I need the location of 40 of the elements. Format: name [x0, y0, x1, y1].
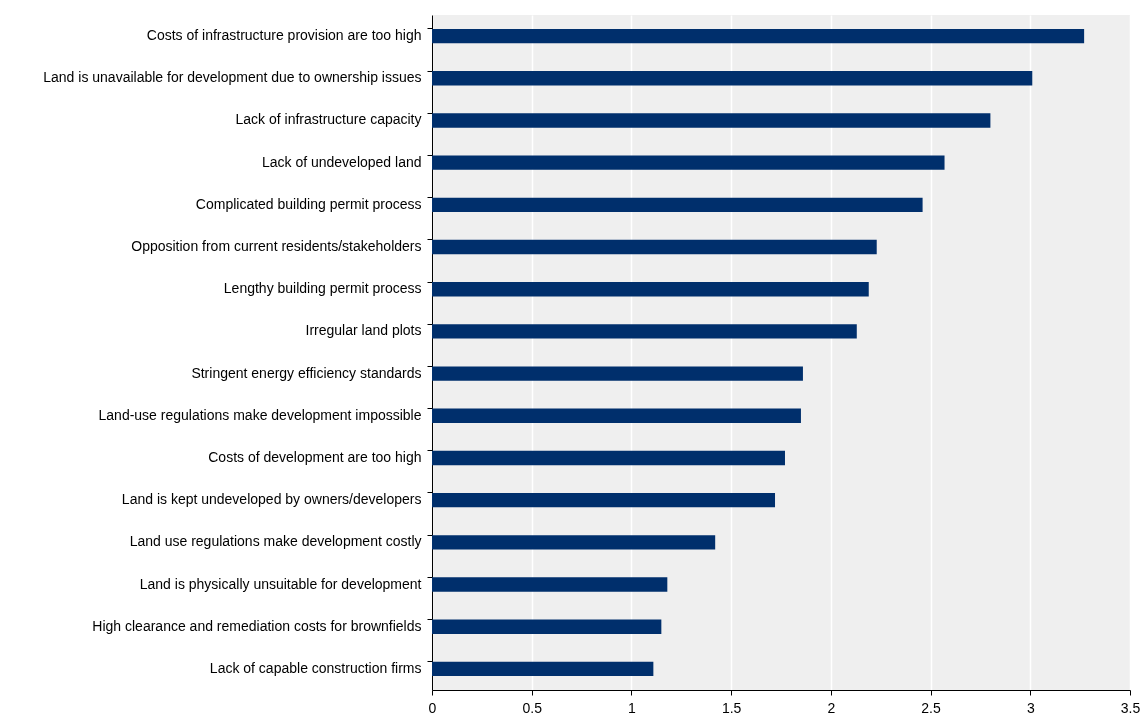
x-tick-label: 2 [827, 699, 836, 716]
y-tick-label: Land use regulations make development costly [129, 533, 422, 550]
y-tick-label: Lack of capable construction firms [209, 659, 422, 676]
bar [432, 28, 1085, 44]
x-tick-label: 1 [628, 699, 637, 716]
bar [432, 577, 668, 592]
y-tick-label: Complicated building permit process [195, 195, 422, 212]
y-tick-label: Costs of development are too high [208, 448, 422, 465]
bar [432, 535, 716, 550]
y-tick-label: Costs of infrastructure provision are too high [146, 27, 422, 44]
bar [432, 619, 662, 634]
y-tick-label: Land is kept undeveloped by owners/developers [121, 491, 422, 508]
y-tick-label: Opposition from current residents/stakeholders [131, 238, 422, 255]
bar [432, 492, 776, 508]
y-tick-label: Land-use regulations make development impossible [98, 406, 422, 423]
bar [432, 113, 991, 128]
y-tick-label: Irregular land plots [305, 322, 422, 339]
x-tick-label: 0.5 [522, 699, 543, 716]
bar [432, 366, 803, 381]
bar [432, 197, 923, 213]
bar [432, 450, 785, 466]
x-tick-label: 3 [1026, 699, 1035, 716]
x-tick-label: 0 [428, 699, 437, 716]
y-tick-label: Lack of undeveloped land [261, 153, 422, 170]
y-tick-label: High clearance and remediation costs for brownfields [92, 617, 422, 634]
bar [432, 71, 1033, 86]
bar [432, 408, 801, 423]
bar [432, 239, 877, 255]
bar [432, 661, 654, 677]
bar [432, 155, 945, 170]
y-tick-label: Stringent energy efficiency standards [191, 364, 422, 381]
y-tick-label: Land is physically unsuitable for development [139, 575, 422, 592]
y-tick-label: Lengthy building permit process [223, 280, 422, 297]
x-tick-label: 3.5 [1120, 699, 1141, 716]
x-tick-label: 1.5 [721, 699, 742, 716]
bar [432, 282, 869, 297]
bar [432, 324, 857, 339]
y-tick-label: Land is unavailable for development due to ownership issues [43, 69, 422, 86]
y-tick-label: Lack of infrastructure capacity [235, 111, 422, 128]
x-tick-label: 2.5 [921, 699, 942, 716]
